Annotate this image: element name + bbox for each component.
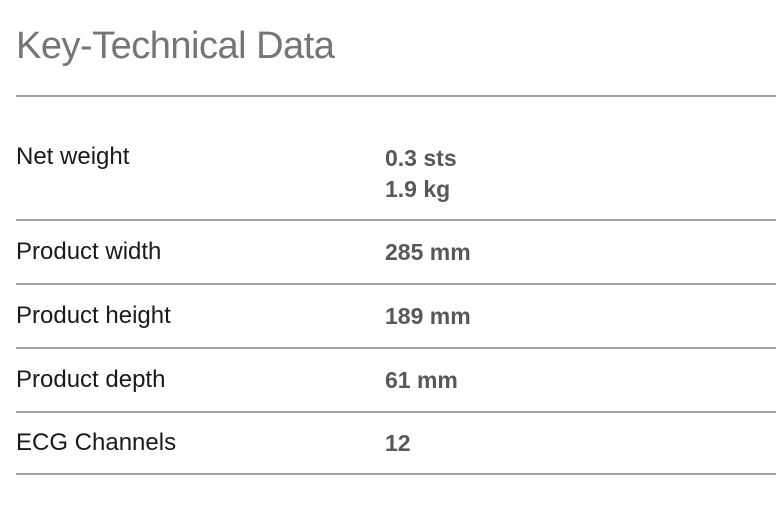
table-row-product-depth: Product depth 61 mm xyxy=(16,349,776,413)
page-title: Key-Technical Data xyxy=(16,25,335,67)
spec-label: Net weight xyxy=(16,143,130,170)
spec-value: 0.3 sts 1.9 kg xyxy=(385,97,457,205)
spec-label: Product depth xyxy=(16,366,166,393)
spec-label: ECG Channels xyxy=(16,429,177,456)
spec-label: Product width xyxy=(16,238,162,265)
technical-data-table: Net weight 0.3 sts 1.9 kg Product width … xyxy=(16,97,776,475)
table-row-product-height: Product height 189 mm xyxy=(16,285,776,349)
spec-value: 189 mm xyxy=(385,302,471,329)
table-row-product-width: Product width 285 mm xyxy=(16,221,776,285)
title-divider xyxy=(16,95,776,97)
table-row-net-weight: Net weight 0.3 sts 1.9 kg xyxy=(16,97,776,221)
spec-label: Product height xyxy=(16,302,171,329)
spec-value: 12 xyxy=(385,429,411,456)
spec-value: 61 mm xyxy=(385,366,458,393)
spec-value-line: 0.3 sts xyxy=(385,145,457,171)
spec-value-line: 1.9 kg xyxy=(385,176,451,202)
table-row-ecg-channels: ECG Channels 12 xyxy=(16,413,776,475)
spec-value: 285 mm xyxy=(385,238,471,265)
